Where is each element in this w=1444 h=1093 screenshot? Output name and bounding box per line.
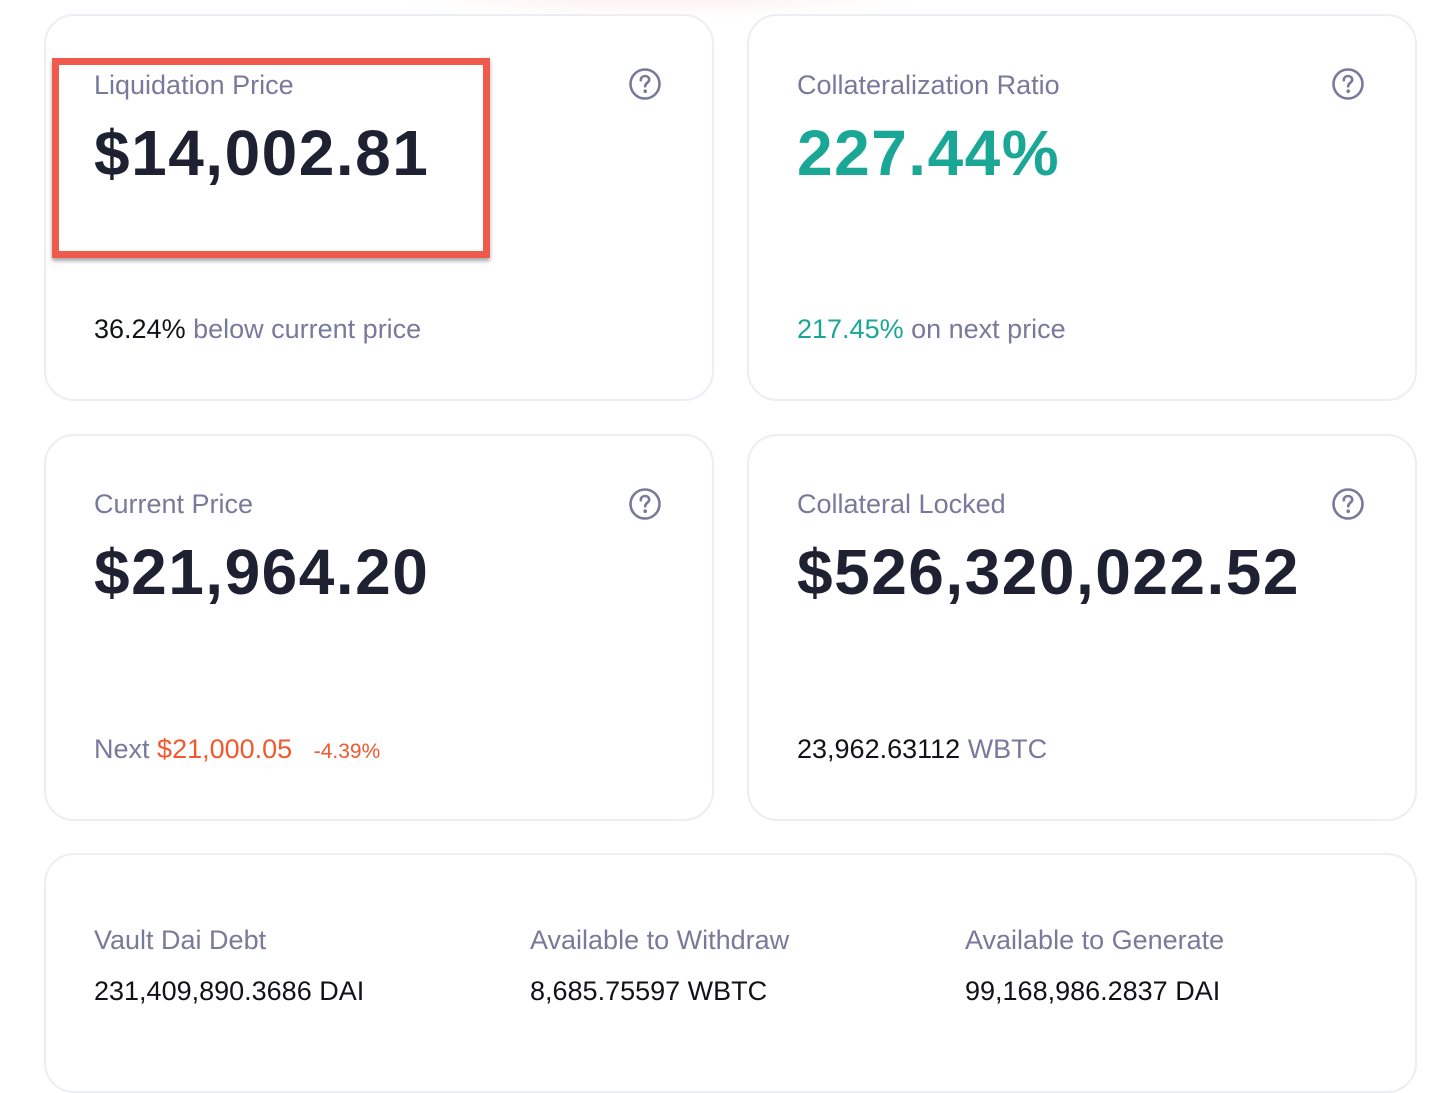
- current-price-footer: Next $21,000.05 -4.39%: [94, 734, 380, 765]
- highlight-annotation-box: [52, 58, 490, 258]
- help-icon[interactable]: [628, 67, 662, 101]
- liquidation-percent: 36.24%: [94, 314, 186, 344]
- collateral-locked-label: Collateral Locked: [797, 489, 1006, 519]
- liquidation-price-footer: 36.24% below current price: [94, 314, 421, 345]
- liquidation-price-label: Liquidation Price: [94, 70, 294, 100]
- help-icon[interactable]: [1331, 487, 1365, 521]
- collateral-amount: 23,962.63112: [797, 734, 961, 764]
- current-price-value: $21,964.20: [94, 536, 430, 608]
- available-to-withdraw-value: 8,685.75597 WBTC: [530, 976, 768, 1006]
- vault-dai-debt-value: 231,409,890.3686 DAI: [94, 976, 365, 1006]
- vault-dai-debt-label: Vault Dai Debt: [94, 925, 267, 955]
- price-change: -4.39%: [313, 740, 381, 763]
- collateralization-ratio-footer: 217.45% on next price: [797, 314, 1066, 345]
- collateralization-ratio-value: 227.44%: [797, 117, 1061, 189]
- available-to-generate: Available to Generate 99,168,986.2837 DA…: [965, 925, 1224, 1007]
- liquidation-price-value: $14,002.81: [94, 117, 430, 189]
- collateralization-ratio-label: Collateralization Ratio: [797, 70, 1060, 100]
- next-ratio-value: 217.45%: [797, 314, 904, 344]
- current-price-card: Current Price $21,964.20 Next $21,000.05…: [44, 434, 714, 821]
- available-to-withdraw-label: Available to Withdraw: [530, 925, 790, 955]
- vault-details-card: Vault Dai Debt 231,409,890.3686 DAI Avai…: [44, 853, 1417, 1093]
- vault-dai-debt: Vault Dai Debt 231,409,890.3686 DAI: [94, 925, 364, 1007]
- help-icon[interactable]: [628, 487, 662, 521]
- liquidation-price-card: Liquidation Price $14,002.81 36.24% belo…: [44, 14, 714, 401]
- available-to-withdraw: Available to Withdraw 8,685.75597 WBTC: [530, 925, 789, 1007]
- help-icon[interactable]: [1331, 67, 1365, 101]
- next-price-value: $21,000.05: [157, 734, 293, 764]
- collateral-locked-value: $526,320,022.52: [797, 536, 1300, 608]
- next-label: Next: [94, 734, 150, 764]
- collateral-locked-card: Collateral Locked $526,320,022.52 23,962…: [747, 434, 1417, 821]
- liquidation-suffix: below current price: [193, 314, 422, 344]
- available-to-generate-value: 99,168,986.2837 DAI: [965, 976, 1221, 1006]
- next-ratio-suffix: on next price: [911, 314, 1066, 344]
- collateralization-ratio-card: Collateralization Ratio 227.44% 217.45% …: [747, 14, 1417, 401]
- collateral-locked-footer: 23,962.63112 WBTC: [797, 734, 1047, 765]
- current-price-label: Current Price: [94, 489, 254, 519]
- available-to-generate-label: Available to Generate: [965, 925, 1225, 955]
- collateral-unit: WBTC: [967, 734, 1048, 764]
